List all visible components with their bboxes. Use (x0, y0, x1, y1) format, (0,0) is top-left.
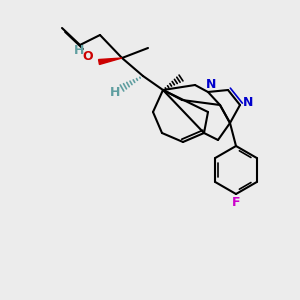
Text: N: N (206, 79, 216, 92)
Text: H: H (74, 44, 84, 58)
Polygon shape (99, 58, 122, 64)
Text: F: F (232, 196, 240, 209)
Text: H: H (110, 86, 120, 100)
Text: N: N (243, 97, 253, 110)
Text: O: O (83, 50, 93, 64)
